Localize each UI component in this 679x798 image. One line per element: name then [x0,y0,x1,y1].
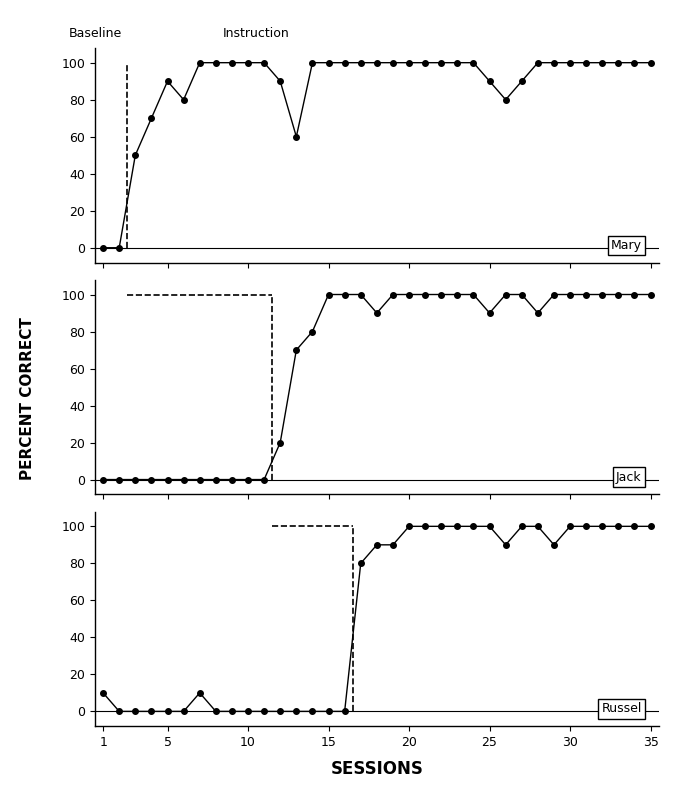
Text: Mary: Mary [610,239,642,252]
Text: Jack: Jack [616,471,642,484]
X-axis label: SESSIONS: SESSIONS [331,760,423,778]
Text: Instruction: Instruction [223,27,289,41]
Text: Russel: Russel [602,702,642,716]
Text: Baseline: Baseline [69,27,122,41]
Text: PERCENT CORRECT: PERCENT CORRECT [20,318,35,480]
